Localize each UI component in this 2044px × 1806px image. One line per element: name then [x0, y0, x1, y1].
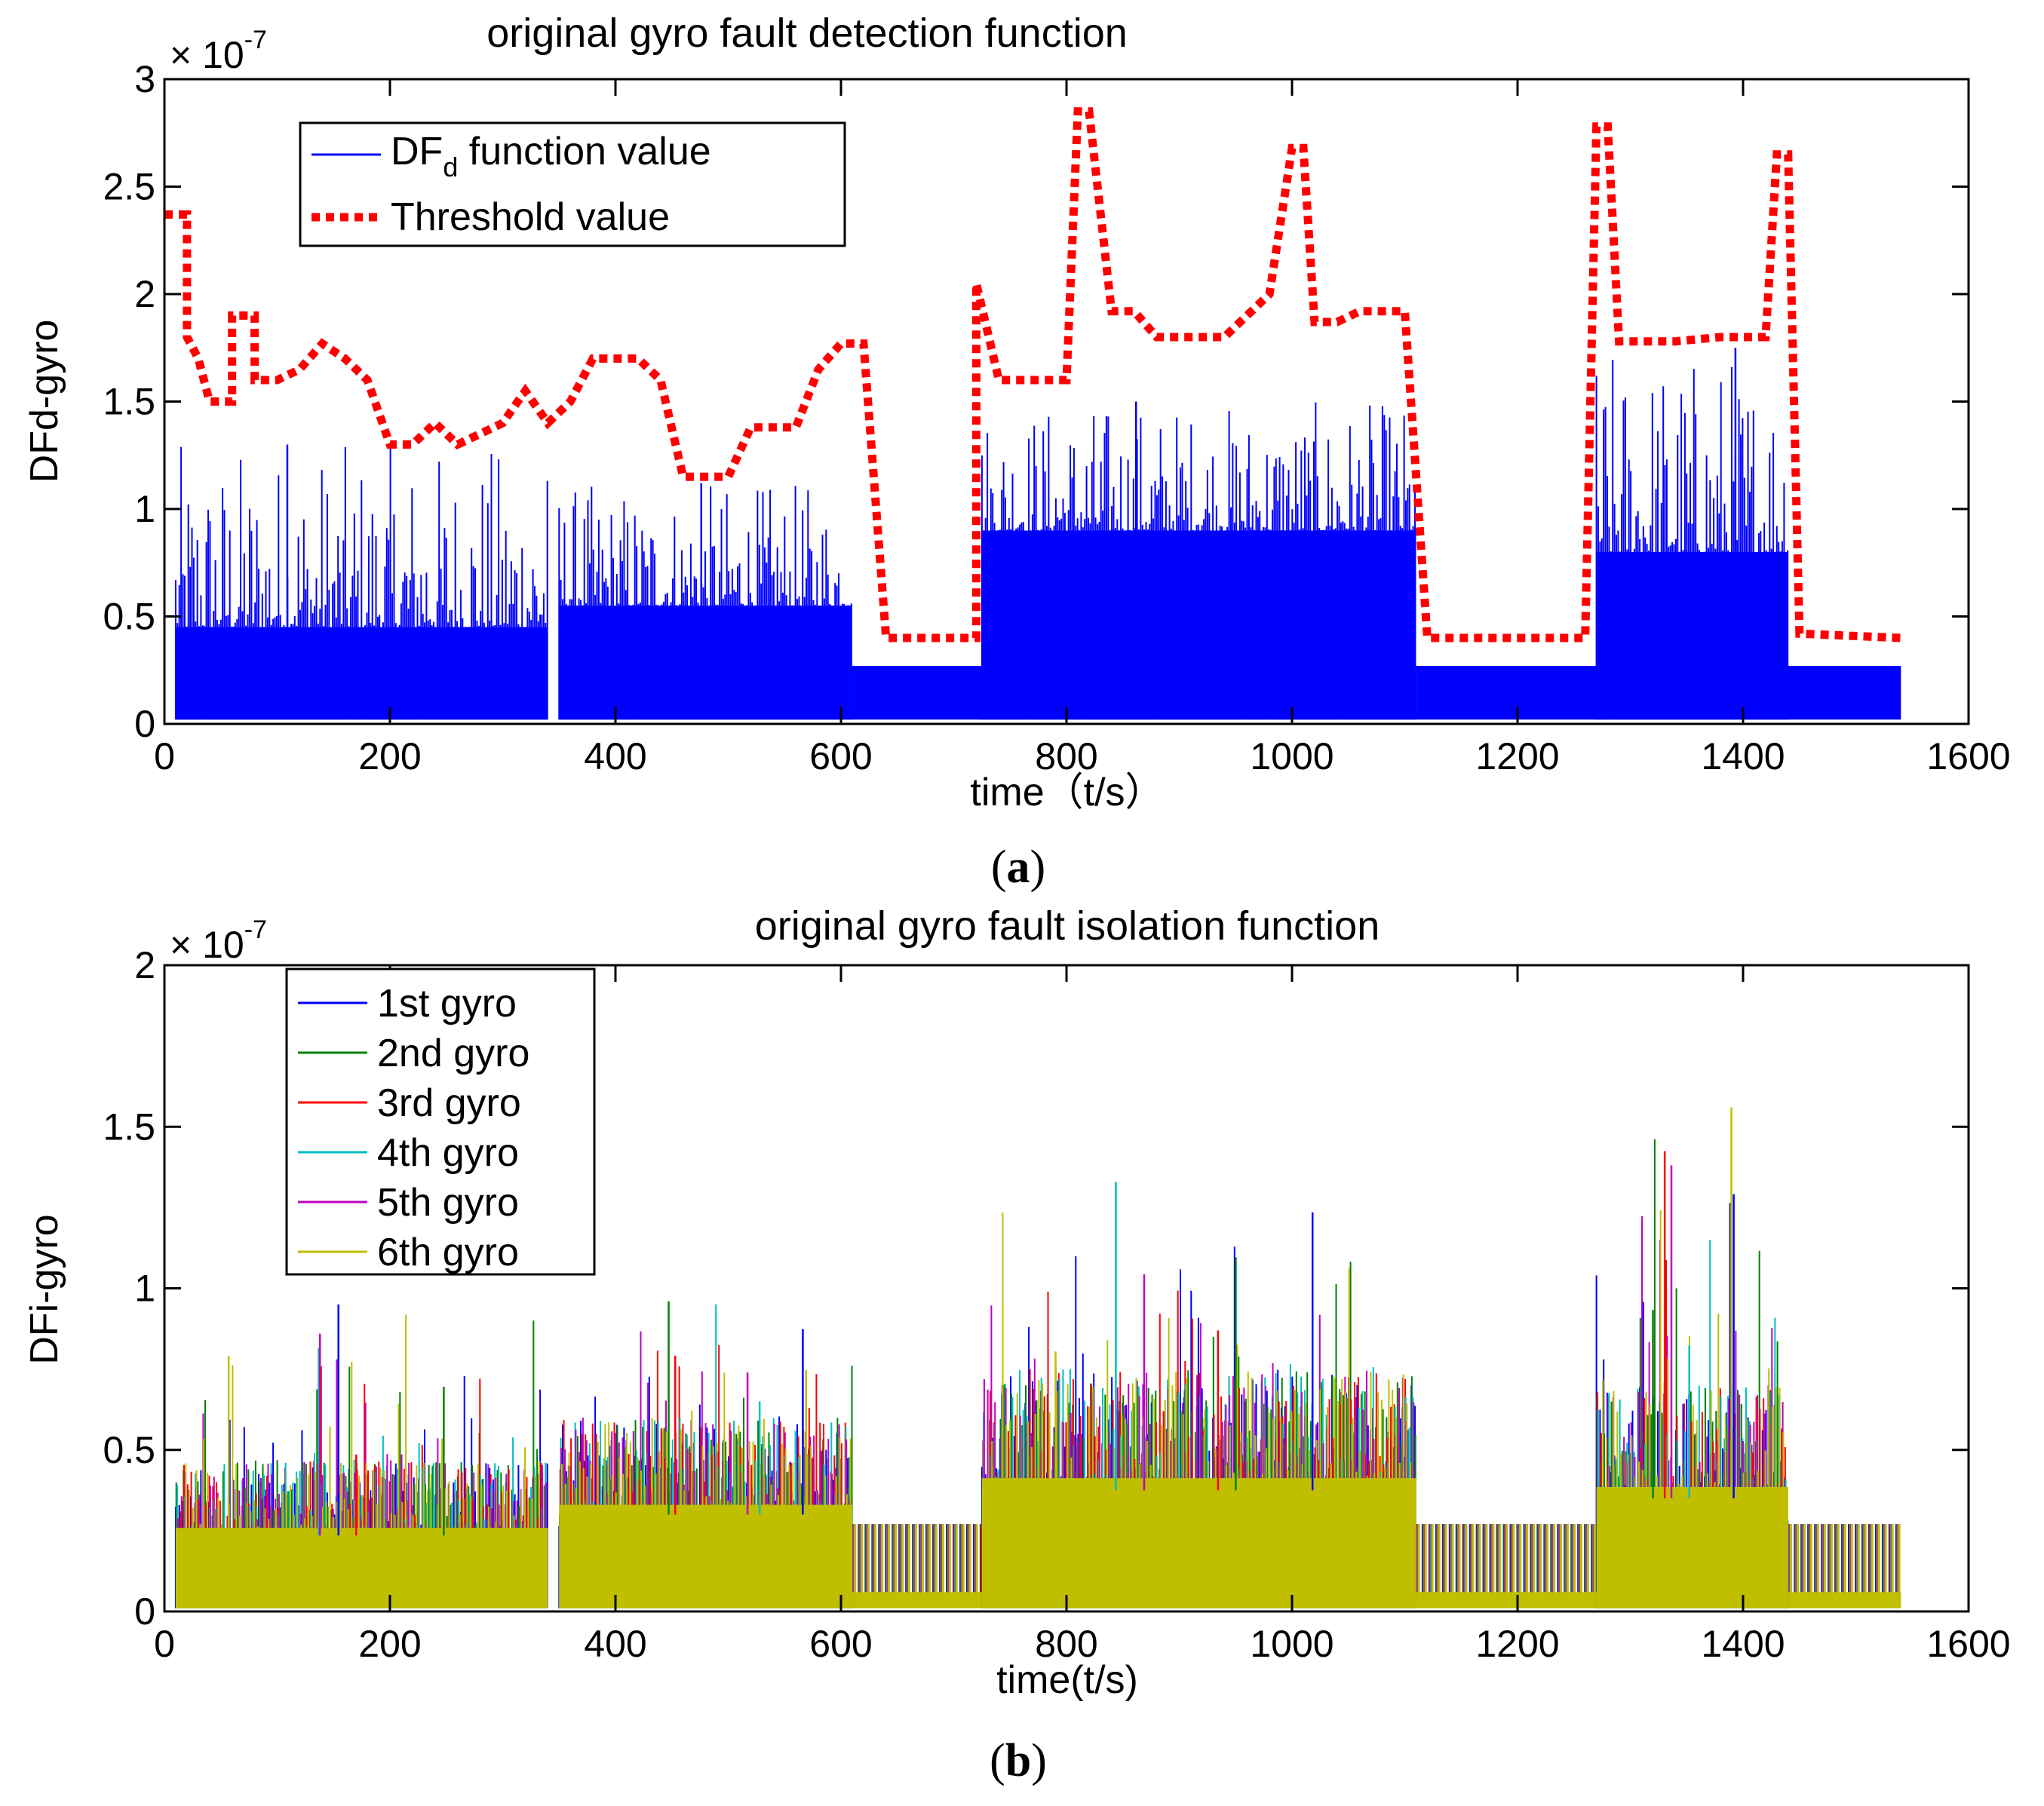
- dfd-spikes: [174, 446, 548, 720]
- series-6-body: [175, 1478, 1901, 1608]
- x-tick-label: 200: [358, 1623, 421, 1665]
- dfd-segment: [1416, 666, 1597, 720]
- x-tick-label: 1200: [1475, 1623, 1559, 1665]
- panel-a-xlabel: time（t/s）: [970, 771, 1164, 814]
- legend-label: 5th gyro: [377, 1181, 519, 1225]
- series-6-band: [1596, 1487, 1788, 1608]
- y-tick-label: 0: [134, 703, 155, 745]
- y-tick-label: 0.5: [103, 1429, 155, 1471]
- x-tick-label: 1200: [1475, 735, 1559, 777]
- panel-b-label: (b): [990, 1735, 1047, 1786]
- x-tick-label: 800: [1035, 735, 1097, 777]
- panel-a-plot-area: [164, 107, 1901, 720]
- series-6-band: [981, 1478, 1416, 1608]
- dfd-spikes: [558, 486, 852, 720]
- series-spikes: [854, 1524, 978, 1593]
- y-tick-label: 2: [134, 273, 155, 315]
- legend-label: 3rd gyro: [377, 1081, 521, 1125]
- y-tick-label: 3: [134, 58, 155, 100]
- panel-b-ticks: 0 200 400 600 800 1000 1200 1400 1600 0 0.5 1 1.5 2: [103, 944, 2010, 1665]
- x-tick-label: 0: [154, 1623, 175, 1665]
- x-tick-label: 600: [809, 1623, 872, 1665]
- legend-label: 1st gyro: [377, 982, 517, 1026]
- legend-label: 4th gyro: [377, 1131, 519, 1175]
- series-spikes: [1417, 1524, 1596, 1593]
- legend-label: 2nd gyro: [377, 1032, 529, 1075]
- dfd-segment: [981, 401, 1416, 720]
- x-tick-label: 400: [584, 735, 646, 777]
- dfd-spikes: [1595, 360, 1789, 720]
- y-tick-label: 2.5: [103, 166, 155, 208]
- x-tick-label: 1000: [1250, 735, 1334, 777]
- y-tick-label: 1: [134, 1268, 155, 1310]
- y-tick-label: 2: [134, 944, 155, 986]
- x-tick-label: 600: [809, 735, 872, 777]
- panel-a-ticks: 0 200 400 600 800 1000 1200 1400 1600 0 0.5 1 1.5 2 2.…: [103, 58, 2010, 777]
- dfd-segment: [1595, 348, 1789, 720]
- panel-b-exponent: × 10-7: [170, 915, 267, 966]
- x-tick-label: 0: [154, 735, 175, 777]
- panel-b-xlabel: time(t/s): [996, 1658, 1138, 1702]
- dfd-segment: [1788, 666, 1901, 720]
- y-tick-label: 0: [134, 1590, 155, 1633]
- legend-label-dfd: DFd function value: [391, 130, 711, 182]
- series-6-band: [559, 1504, 852, 1608]
- dfd-segment: [852, 666, 982, 720]
- dfd-spikes: [981, 402, 1416, 720]
- panel-a-exponent: × 10-7: [170, 26, 267, 76]
- dfd-segment: [558, 483, 852, 720]
- panel-a: original gyro fault detection function 0…: [23, 11, 2011, 893]
- dfd-band: [1788, 666, 1901, 720]
- panel-b-legend: 1st gyro 2nd gyro 3rd gyro 4th gyro 5th gyro…: [285, 967, 596, 1276]
- panel-a-label: (a): [991, 842, 1045, 893]
- x-tick-label: 200: [358, 735, 421, 777]
- series-6-floor: [1416, 1592, 1597, 1608]
- x-tick-label: 400: [584, 1623, 646, 1665]
- legend-label: 6th gyro: [377, 1231, 519, 1274]
- panel-a-title: original gyro fault detection function: [486, 11, 1128, 56]
- y-tick-label: 1: [134, 488, 155, 530]
- dfd-band: [1416, 666, 1597, 720]
- series-6-floor: [852, 1592, 982, 1608]
- x-tick-label: 1400: [1701, 1623, 1785, 1665]
- y-tick-label: 1.5: [103, 381, 155, 423]
- series-6-floor: [1788, 1592, 1901, 1608]
- panel-b-legend-box: [285, 967, 596, 1276]
- panel-b-title: original gyro fault isolation function: [755, 903, 1380, 949]
- x-tick-label: 1000: [1250, 1623, 1334, 1665]
- panel-b-ylabel: DFi-gyro: [23, 1214, 66, 1364]
- x-tick-label: 1400: [1701, 735, 1785, 777]
- panel-a-legend-box: [299, 121, 846, 247]
- x-tick-label: 1600: [1926, 1623, 2010, 1665]
- x-tick-label: 1600: [1926, 735, 2010, 777]
- panel-b-legend-items: 1st gyro 2nd gyro 3rd gyro 4th gyro 5th gyro…: [298, 982, 529, 1274]
- series-6-band: [175, 1528, 548, 1608]
- panel-a-ylabel: DFd-gyro: [23, 320, 66, 483]
- x-tick-label: 800: [1035, 1623, 1097, 1665]
- panel-b-plot-area: [174, 1107, 1901, 1608]
- y-tick-label: 0.5: [103, 596, 155, 638]
- dfd-band: [852, 666, 982, 720]
- y-tick-label: 1.5: [103, 1105, 155, 1148]
- series-spikes: [1790, 1524, 1901, 1593]
- legend-label-threshold: Threshold value: [391, 195, 670, 239]
- panel-a-legend: DFd function value Threshold value: [299, 121, 846, 247]
- dfd-segment: [174, 444, 548, 720]
- panel-b: original gyro fault isolation function 0…: [23, 903, 2011, 1786]
